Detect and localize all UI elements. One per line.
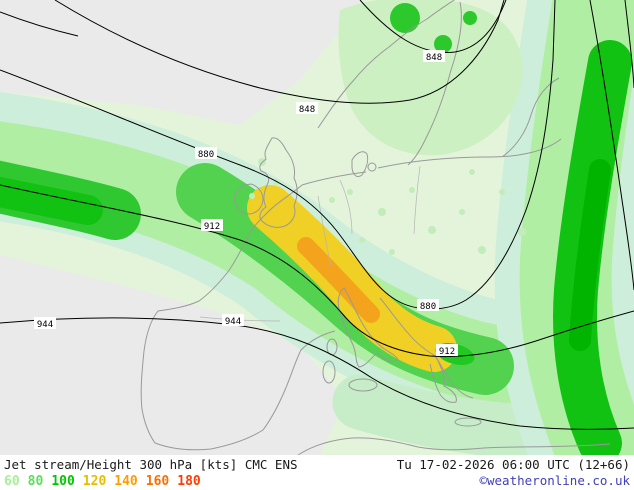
legend-value-140: 140 <box>114 474 138 489</box>
legend-value-160: 160 <box>145 474 170 489</box>
contour-label: 880 <box>417 299 439 312</box>
north-green-spot <box>390 3 420 33</box>
svg-text:944: 944 <box>37 320 53 330</box>
north-green-spot <box>434 35 452 53</box>
legend-value-120: 120 <box>82 474 107 489</box>
legend-value-100: 100 <box>51 474 75 489</box>
contour-label: 848 <box>296 102 318 115</box>
copyright-link[interactable]: ©weatheronline.co.uk <box>479 473 630 488</box>
jet-legend: 60 80 100 120 140 160 180 <box>4 474 209 489</box>
scandinavia-tint <box>338 0 523 156</box>
coastlines <box>140 0 611 455</box>
svg-text:912: 912 <box>439 347 455 357</box>
contour-label: 912 <box>201 219 223 232</box>
map-area: 848 848 880 880 912 912 944 944 <box>0 0 634 455</box>
legend-value-60: 60 <box>4 474 20 489</box>
legend-value-80: 80 <box>27 474 44 489</box>
jet-stream-map: 848 848 880 880 912 912 944 944 <box>0 0 634 455</box>
contour-label: 848 <box>423 50 445 63</box>
footer-legend-row: 60 80 100 120 140 160 180 ©weatheronline.co.uk <box>4 473 630 489</box>
svg-text:880: 880 <box>420 302 436 312</box>
footer-title-row: Jet stream/Height 300 hPa [kts] CMC ENS … <box>4 457 630 473</box>
contour-label: 880 <box>195 147 217 160</box>
map-datetime: Tu 17-02-2026 06:00 UTC (12+66) <box>396 457 630 472</box>
contour-label: 912 <box>436 344 458 357</box>
svg-text:848: 848 <box>299 105 315 115</box>
contour-label: 944 <box>34 317 56 330</box>
contour-label: 944 <box>222 314 244 327</box>
height-contours <box>0 0 634 430</box>
map-title: Jet stream/Height 300 hPa [kts] CMC ENS <box>4 457 298 472</box>
north-green-spot <box>463 11 477 25</box>
svg-text:944: 944 <box>225 317 241 327</box>
left-green-core <box>0 176 103 225</box>
jet-band-east-inner <box>569 159 611 351</box>
jet-max-orange <box>297 237 380 323</box>
svg-text:848: 848 <box>426 53 442 63</box>
svg-text:880: 880 <box>198 150 214 160</box>
map-footer: Jet stream/Height 300 hPa [kts] CMC ENS … <box>0 455 634 490</box>
jet-shading <box>0 0 634 455</box>
svg-text:912: 912 <box>204 222 220 232</box>
legend-value-180: 180 <box>177 474 201 489</box>
